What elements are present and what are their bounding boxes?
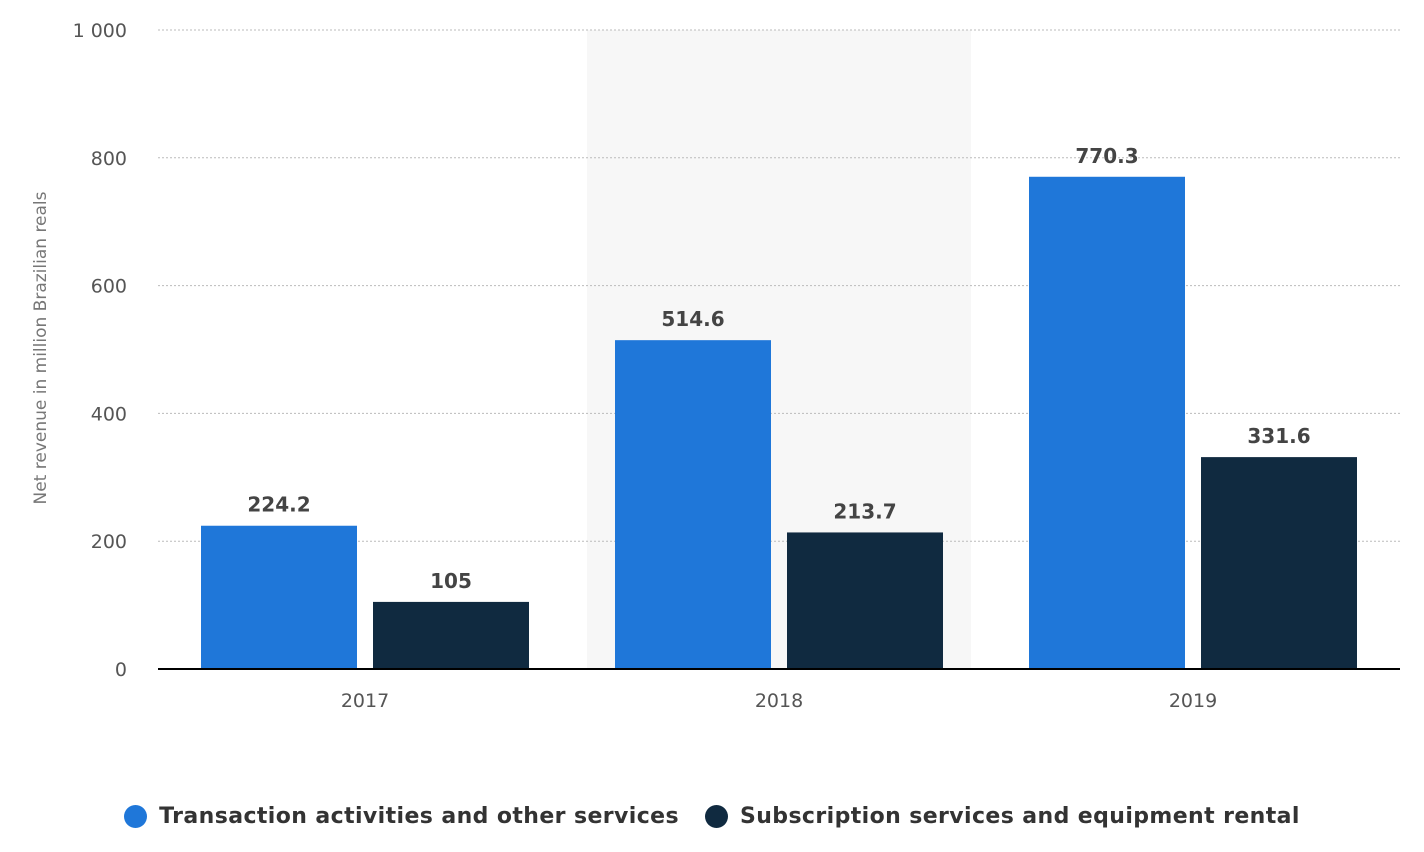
bar-transaction-2018[interactable] bbox=[615, 340, 771, 669]
legend-label-subscription: Subscription services and equipment rent… bbox=[739, 803, 1300, 829]
value-label-subscription-2019: 331.6 bbox=[1247, 424, 1310, 448]
value-label-transaction-2018: 514.6 bbox=[661, 307, 724, 331]
legend-item-transaction[interactable]: Transaction activities and other service… bbox=[124, 804, 679, 829]
y-tick-label: 400 bbox=[91, 403, 127, 425]
x-tick-label: 2019 bbox=[1169, 690, 1217, 712]
bar-transaction-2019[interactable] bbox=[1029, 176, 1185, 669]
legend-label-transaction: Transaction activities and other service… bbox=[159, 803, 679, 829]
value-label-subscription-2017: 105 bbox=[430, 569, 472, 593]
y-tick-label: 1 000 bbox=[73, 20, 127, 42]
gridlines bbox=[158, 29, 1400, 542]
bar-transaction-2017[interactable] bbox=[201, 525, 357, 669]
value-label-transaction-2017: 224.2 bbox=[247, 493, 310, 517]
y-tick-label: 800 bbox=[91, 148, 127, 170]
x-tick-label: 2017 bbox=[341, 690, 389, 712]
bars bbox=[201, 176, 1357, 669]
bar-subscription-2019[interactable] bbox=[1201, 457, 1357, 669]
axes: 0 200 400 600 800 1 000 2017 2018 2019 bbox=[73, 20, 1400, 712]
bar-subscription-2017[interactable] bbox=[373, 601, 529, 669]
legend: Transaction activities and other service… bbox=[0, 796, 1424, 836]
y-tick-label: 600 bbox=[91, 276, 127, 298]
y-tick-label: 200 bbox=[91, 531, 127, 553]
value-label-transaction-2019: 770.3 bbox=[1075, 144, 1138, 168]
y-axis-title: Net revenue in million Brazilian reals bbox=[31, 191, 51, 504]
data-labels: 224.2 105 514.6 213.7 770.3 331.6 bbox=[247, 144, 1310, 593]
value-label-subscription-2018: 213.7 bbox=[833, 499, 896, 523]
y-tick-label: 0 bbox=[115, 659, 127, 681]
x-tick-label: 2018 bbox=[755, 690, 803, 712]
bar-subscription-2018[interactable] bbox=[787, 532, 943, 669]
legend-item-subscription[interactable]: Subscription services and equipment rent… bbox=[704, 803, 1300, 829]
legend-marker-transaction bbox=[124, 804, 148, 828]
legend-marker-subscription bbox=[704, 804, 728, 828]
